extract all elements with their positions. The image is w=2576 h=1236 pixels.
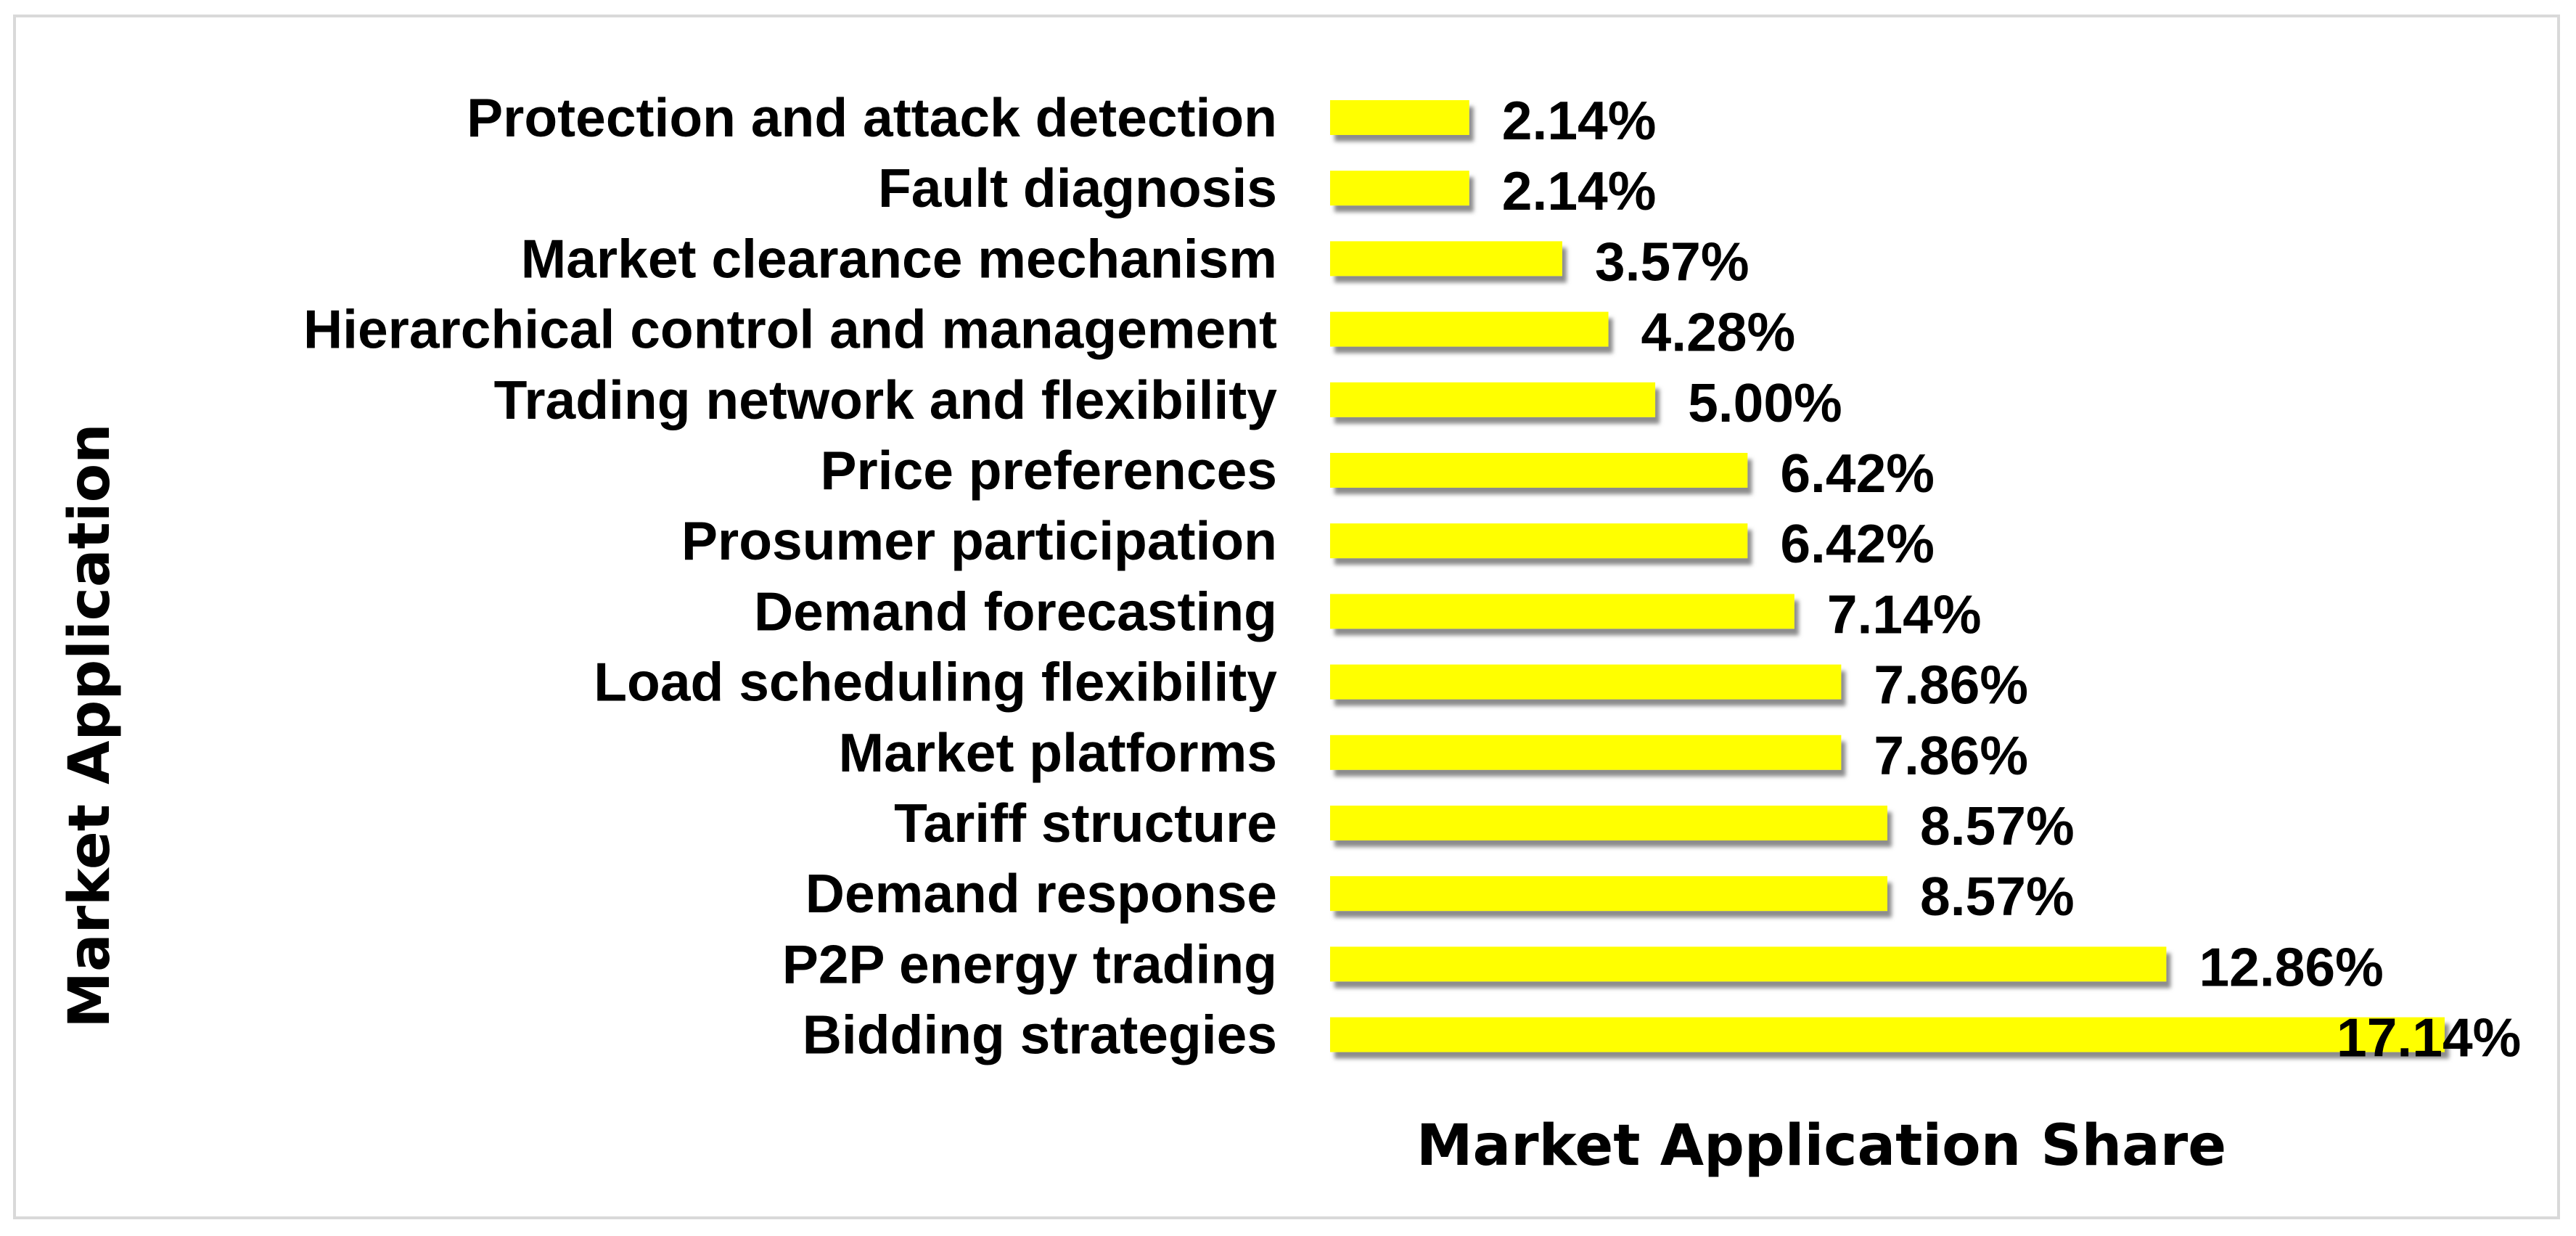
value-label-p2p-energy-trading: 12.86% bbox=[2199, 936, 2383, 997]
bar-demand-response bbox=[1330, 876, 1887, 912]
category-label-load-scheduling-flexibility: Load scheduling flexibility bbox=[594, 652, 1277, 713]
category-label-trading-network-and-flexibility: Trading network and flexibility bbox=[494, 369, 1278, 430]
value-label-demand-forecasting: 7.14% bbox=[1827, 584, 1982, 644]
value-label-trading-network-and-flexibility: 5.00% bbox=[1688, 372, 1842, 433]
category-label-fault-diagnosis: Fault diagnosis bbox=[878, 157, 1277, 218]
value-label-load-scheduling-flexibility: 7.86% bbox=[1874, 655, 2028, 716]
category-label-hierarchical-control-and-management: Hierarchical control and management bbox=[303, 299, 1277, 360]
value-label-market-platforms: 7.86% bbox=[1874, 725, 2028, 786]
category-label-tariff-structure: Tariff structure bbox=[894, 793, 1277, 854]
value-label-bidding-strategies: 17.14% bbox=[2337, 1007, 2521, 1068]
x-axis-title: Market Application Share bbox=[1416, 1113, 2226, 1179]
bar-price-preferences bbox=[1330, 453, 1748, 488]
bar-demand-forecasting bbox=[1330, 594, 1794, 629]
bar-tariff-structure bbox=[1330, 806, 1887, 840]
category-label-prosumer-participation: Prosumer participation bbox=[681, 510, 1277, 571]
bar-hierarchical-control-and-management bbox=[1330, 311, 1609, 347]
value-labels: 2.14% 2.14% 3.57% 4.28% 5.00% 6.42% 6.42% 7.14%… bbox=[1502, 90, 2522, 1068]
bar-bidding-strategies bbox=[1330, 1017, 2445, 1052]
category-label-market-clearance-mechanism: Market clearance mechanism bbox=[521, 228, 1277, 289]
bar-market-platforms bbox=[1330, 734, 1842, 770]
bar-load-scheduling-flexibility bbox=[1330, 664, 1842, 700]
category-label-price-preferences: Price preferences bbox=[820, 440, 1277, 501]
category-label-demand-response: Demand response bbox=[805, 863, 1277, 924]
bar-trading-network-and-flexibility bbox=[1330, 382, 1656, 417]
bar-p2p-energy-trading bbox=[1330, 946, 2167, 982]
bars-layer bbox=[1330, 100, 2445, 1052]
category-label-market-platforms: Market platforms bbox=[839, 722, 1277, 783]
value-label-price-preferences: 6.42% bbox=[1780, 443, 1935, 504]
category-label-protection-and-attack-detection: Protection and attack detection bbox=[467, 87, 1277, 148]
category-label-bidding-strategies: Bidding strategies bbox=[803, 1004, 1277, 1065]
bar-prosumer-participation bbox=[1330, 523, 1748, 559]
bar-market-clearance-mechanism bbox=[1330, 241, 1562, 277]
category-label-p2p-energy-trading: P2P energy trading bbox=[782, 933, 1277, 994]
bar-fault-diagnosis bbox=[1330, 171, 1469, 206]
category-labels: Protection and attack detection Fault dia… bbox=[303, 87, 1277, 1065]
value-label-market-clearance-mechanism: 3.57% bbox=[1595, 231, 1750, 292]
value-label-fault-diagnosis: 2.14% bbox=[1502, 160, 1657, 221]
y-axis-title: Market Application bbox=[57, 423, 123, 1028]
value-label-demand-response: 8.57% bbox=[1920, 866, 2075, 927]
value-label-prosumer-participation: 6.42% bbox=[1780, 513, 1935, 574]
category-label-demand-forecasting: Demand forecasting bbox=[754, 581, 1277, 642]
value-label-tariff-structure: 8.57% bbox=[1920, 795, 2075, 856]
value-label-protection-and-attack-detection: 2.14% bbox=[1502, 90, 1657, 151]
bar-protection-and-attack-detection bbox=[1330, 100, 1469, 135]
value-label-hierarchical-control-and-management: 4.28% bbox=[1641, 302, 1796, 363]
